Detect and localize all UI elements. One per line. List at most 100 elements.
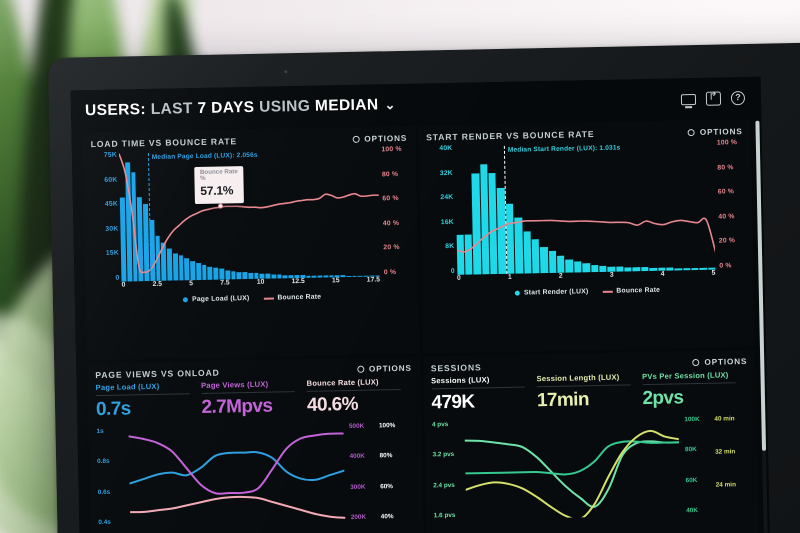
y-tick-right: 80 % xyxy=(717,163,734,172)
kpi-card: Page Views (LUX) 2.7Mpvs xyxy=(201,378,307,418)
panel-title: PAGE VIEWS VS ONLOAD xyxy=(95,367,220,380)
y-tick-right-1: 300K xyxy=(350,483,366,491)
options-button[interactable]: OPTIONS xyxy=(356,364,412,374)
kpi-value: 2pvs xyxy=(642,386,684,409)
help-icon[interactable]: ? xyxy=(730,91,746,106)
x-tick: 5 xyxy=(189,280,194,288)
bounce-rate-line xyxy=(454,142,715,275)
y-tick-left: 75K xyxy=(103,151,118,159)
chart-sessions: 4 pvs 3.2 pvs 2.4 pvs 1.6 pvs 100K 80K 60K 40K… xyxy=(432,411,751,520)
kpi-row: Page Load (LUX) 0.7s Page Views (LUX) 2.7Mp… xyxy=(95,376,413,420)
series-line xyxy=(119,148,380,273)
y-tick-right-1: 500K xyxy=(348,422,365,430)
y-tick-left: 2.4 pvs xyxy=(433,481,455,490)
y-tick-right: 40 % xyxy=(382,219,400,228)
x-tick: 12.5 xyxy=(291,277,305,286)
legend-label: Bounce Rate xyxy=(277,293,322,302)
y-tick-right: 60 % xyxy=(382,195,399,203)
y-tick-right: 100 % xyxy=(716,139,738,147)
y-axis-right-ticks-length: 40 min 32 min 24 min xyxy=(714,415,748,515)
kpi-value: 2.7Mpvs xyxy=(201,395,273,418)
laptop-screen: USERS: LAST 7 DAYS USING MEDIAN ⌄ ? LOAD … xyxy=(70,76,771,533)
y-tick-right: 20 % xyxy=(383,244,400,252)
kpi-label: Session Length (LUX) xyxy=(536,371,631,387)
panel-title: SESSIONS xyxy=(430,361,482,373)
kpi-label: Bounce Rate (LUX) xyxy=(306,376,401,392)
x-tick: 0 xyxy=(121,281,126,289)
multi-line-series xyxy=(128,419,345,526)
y-tick-right-2: 40 min xyxy=(714,414,735,423)
x-tick: 0 xyxy=(456,274,461,282)
kpi-value: 40.6% xyxy=(306,393,359,416)
x-tick: 17.5 xyxy=(366,276,381,284)
y-tick-right-2: 60% xyxy=(380,482,394,491)
y-tick-right-1: 400K xyxy=(349,452,365,461)
panel-title: LOAD TIME VS BOUNCE RATE xyxy=(90,136,238,150)
kpi-card: Bounce Rate (LUX) 40.6% xyxy=(306,376,412,416)
y-tick-left: 0.6s xyxy=(97,488,111,496)
legend-dot-icon xyxy=(183,297,189,303)
y-axis-right-ticks-sessions: 100K 80K 60K 40K xyxy=(684,415,716,515)
chart-load-time: 75K 60K 45K 30K 15K 0 100 % 80 % 60 % 40 % 20 % 0 … xyxy=(91,146,410,304)
options-label: OPTIONS xyxy=(699,126,743,137)
tooltip-value: 57.1% xyxy=(200,183,234,198)
x-tick: 7.5 xyxy=(220,279,230,287)
options-button[interactable]: OPTIONS xyxy=(687,126,743,137)
gear-icon xyxy=(356,365,365,373)
x-tick: 3 xyxy=(609,271,614,279)
y-tick-right: 100 % xyxy=(381,145,402,154)
page-title: USERS: LAST 7 DAYS USING MEDIAN ⌄ xyxy=(85,96,396,120)
y-tick-left: 3.2 pvs xyxy=(432,451,455,459)
y-axis-left-ticks: 1s 0.8s 0.6s 0.4s xyxy=(96,427,128,527)
y-tick-right-1: 60K xyxy=(685,476,698,485)
kpi-label: Sessions (LUX) xyxy=(430,374,525,389)
series-line xyxy=(130,494,345,521)
panel-start-render-vs-bounce-rate: START RENDER VS BOUNCE RATE OPTIONS 40K 3… xyxy=(417,118,755,354)
kpi-value: 0.7s xyxy=(95,397,131,420)
kpi-row: Sessions (LUX) 479K Session Length (LUX) 17… xyxy=(430,369,748,414)
y-tick-right: 60 % xyxy=(717,188,735,196)
x-tick: 2.5 xyxy=(152,280,163,288)
y-tick-right: 80 % xyxy=(381,170,399,178)
chart-legend: Start Render (LUX) Bounce Rate xyxy=(429,285,746,298)
share-icon[interactable] xyxy=(705,91,722,106)
tooltip-unit: % xyxy=(199,175,206,183)
options-button[interactable]: OPTIONS xyxy=(352,133,407,143)
panel-load-time-vs-bounce-rate: LOAD TIME VS BOUNCE RATE OPTIONS 75K 60K 4… xyxy=(82,125,420,360)
x-tick: 10 xyxy=(256,278,265,286)
chart-page-views: 1s 0.8s 0.6s 0.4s 500K 400K 300K 200K 100% 80% 6… xyxy=(96,417,415,527)
title-dim-1: LAST xyxy=(145,100,198,119)
kpi-value: 17min xyxy=(536,388,590,411)
legend-item-bars: Start Render (LUX) xyxy=(514,288,589,297)
y-tick-right-2: 40% xyxy=(380,513,394,521)
x-tick: 4 xyxy=(660,270,665,278)
gear-icon xyxy=(687,128,695,136)
plot-area: Median Page Load (LUX): 2.056s Bounce Ra… xyxy=(119,148,380,282)
x-tick: 2 xyxy=(558,272,563,280)
legend-label: Start Render (LUX) xyxy=(523,288,589,297)
y-tick-right-2: 24 min xyxy=(715,480,737,489)
y-tick-right-2 xyxy=(716,514,748,515)
options-label: OPTIONS xyxy=(704,357,748,367)
legend-dash-icon xyxy=(263,297,274,300)
y-tick-right-1: 40K xyxy=(686,507,699,515)
y-tick-left: 16K xyxy=(440,218,454,226)
y-tick-left: 0.8s xyxy=(97,458,110,466)
chevron-down-icon[interactable]: ⌄ xyxy=(384,97,396,113)
panel-title: START RENDER VS BOUNCE RATE xyxy=(426,129,595,143)
options-label: OPTIONS xyxy=(364,133,408,144)
y-tick-left: 24K xyxy=(440,194,454,202)
monitor-icon[interactable] xyxy=(680,93,697,105)
laptop-device: USERS: LAST 7 DAYS USING MEDIAN ⌄ ? LOAD … xyxy=(48,42,800,533)
options-button[interactable]: OPTIONS xyxy=(692,357,747,367)
panel-sessions: SESSIONS OPTIONS Sessions (LUX) 479K Sessi… xyxy=(422,349,760,533)
dashboard: USERS: LAST 7 DAYS USING MEDIAN ⌄ ? LOAD … xyxy=(70,76,771,533)
legend-item-bars: Page Load (LUX) xyxy=(183,295,250,303)
series-line xyxy=(464,440,679,476)
tooltip: Bounce Rate % 57.1% xyxy=(193,166,245,204)
y-tick-left: 0 xyxy=(115,274,120,282)
y-tick-right: 20 % xyxy=(718,237,736,245)
y-tick-right-1: 80K xyxy=(684,446,697,454)
legend-label: Page Load (LUX) xyxy=(191,295,250,304)
y-tick-left: 32K xyxy=(439,169,453,177)
